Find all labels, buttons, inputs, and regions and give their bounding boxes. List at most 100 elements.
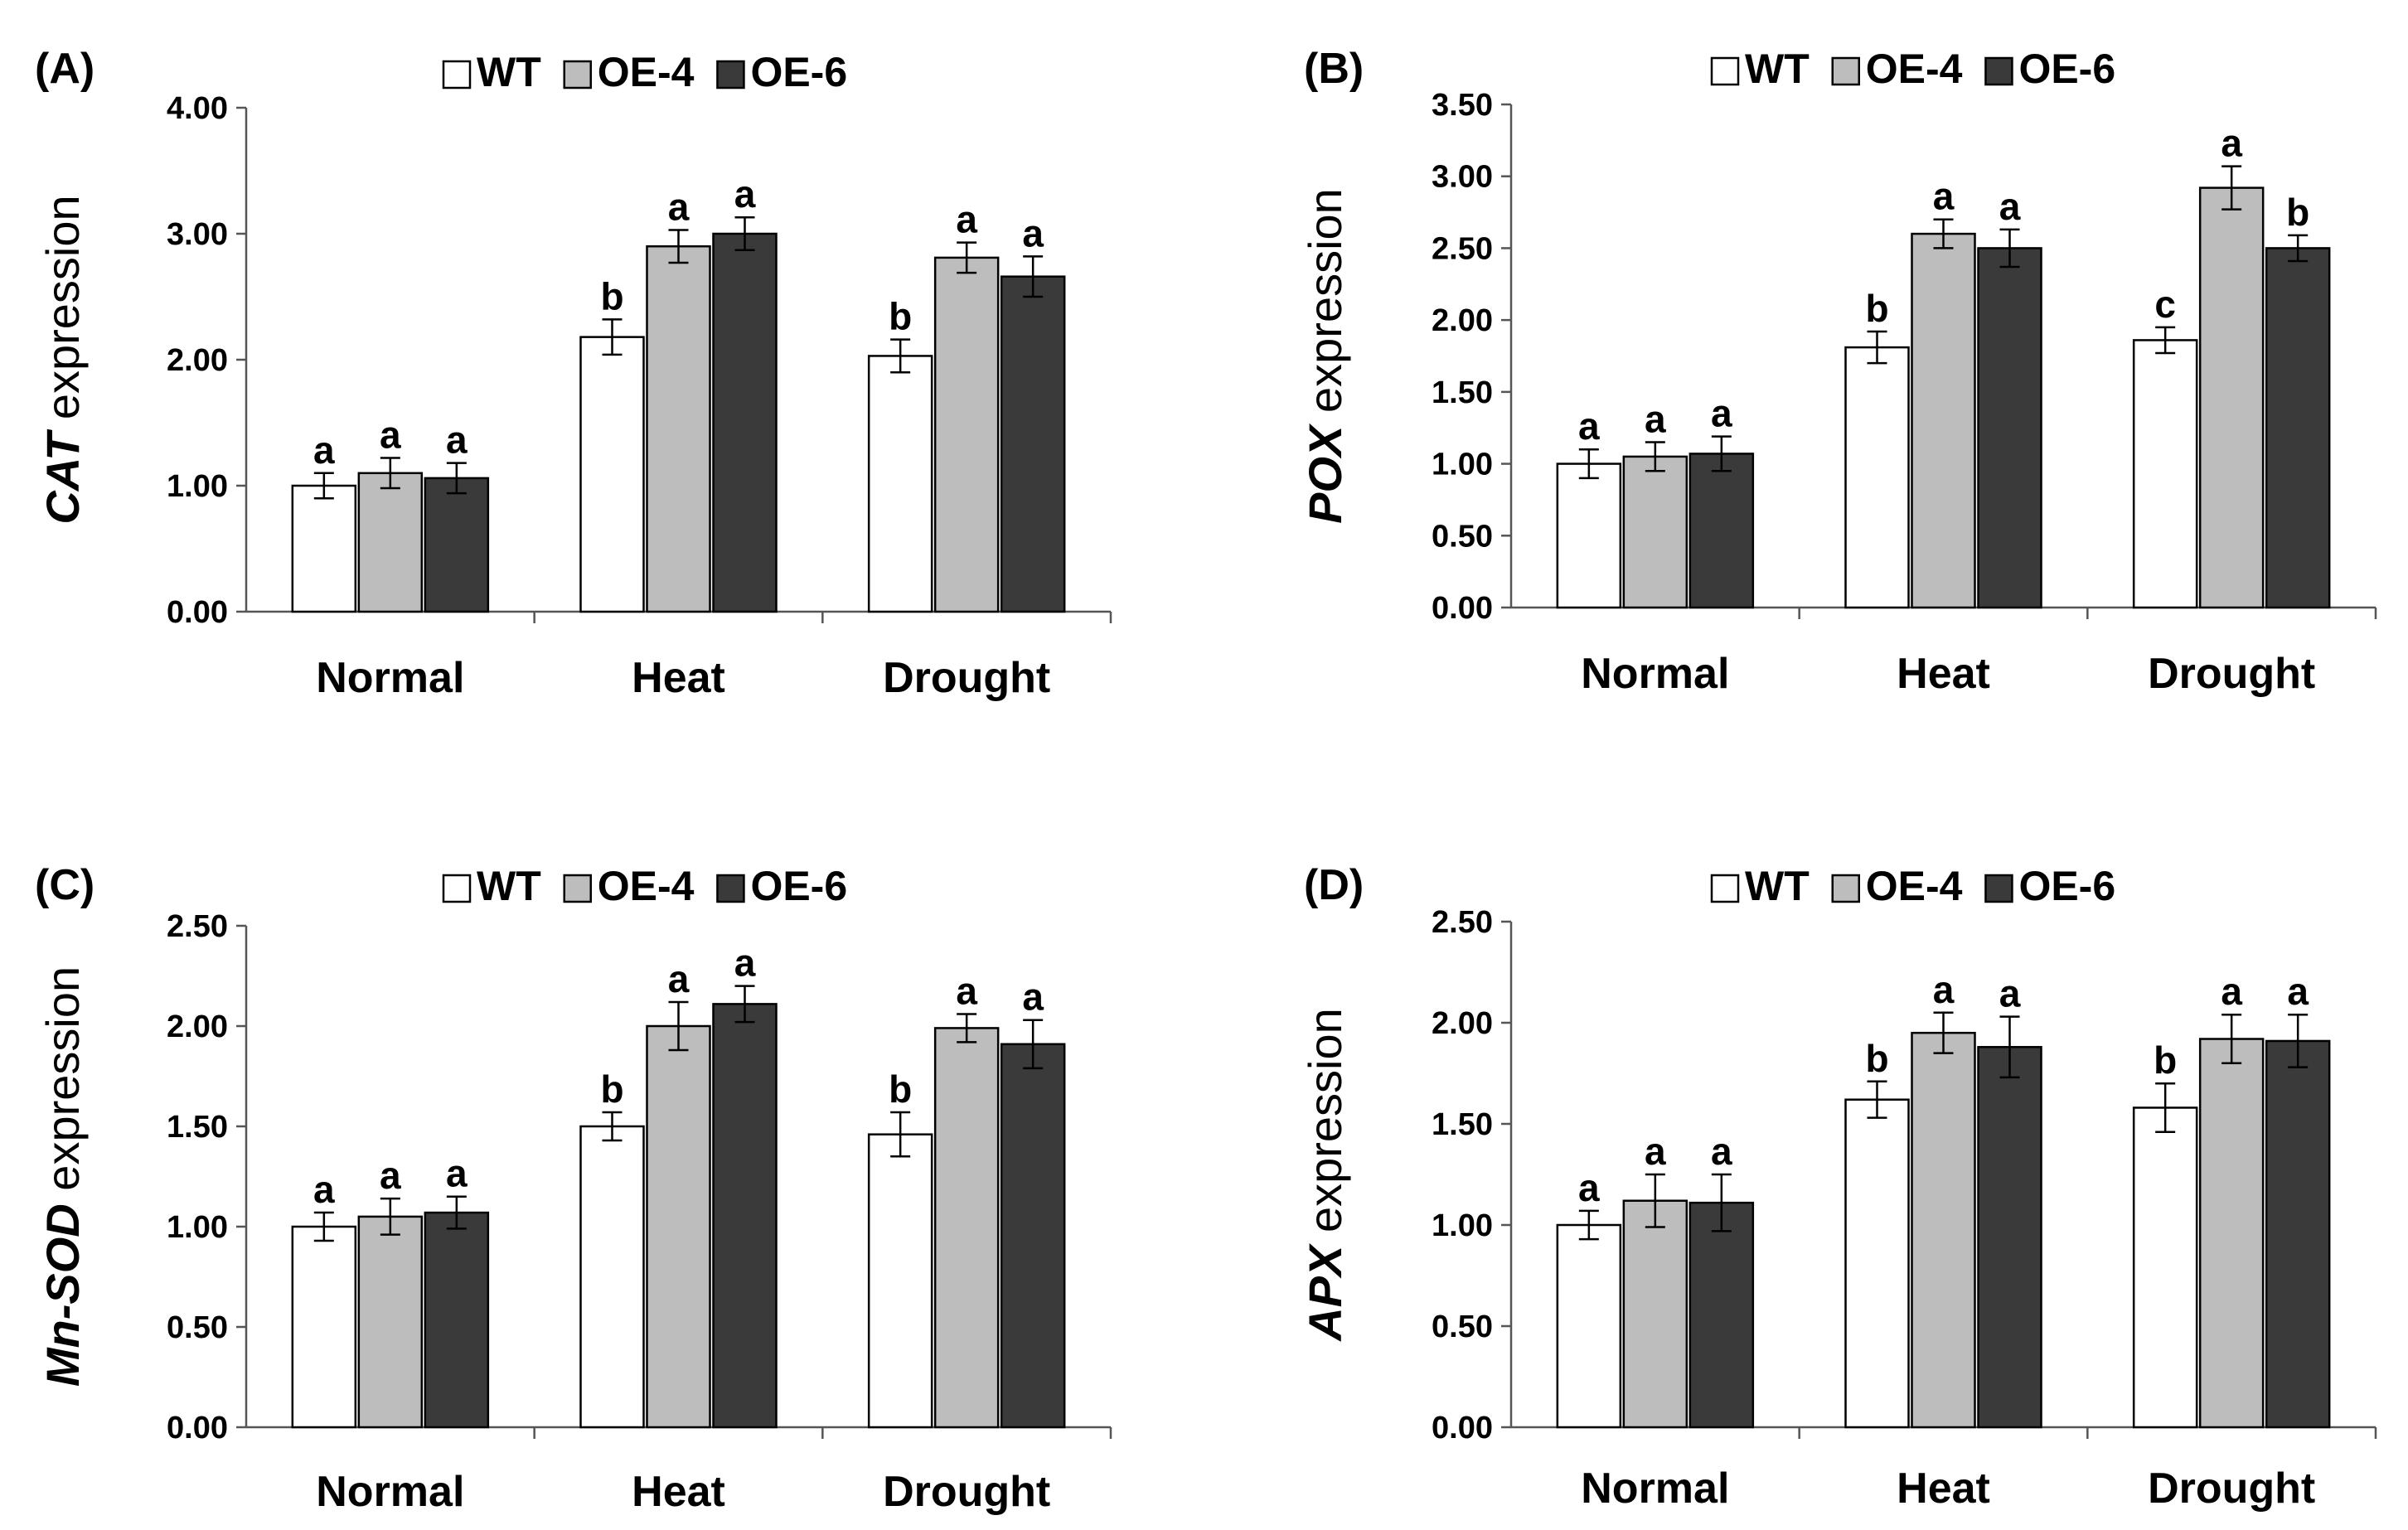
bar-oe-6-heat [712,232,778,613]
y-tick-label: 1.00 [1432,1208,1493,1243]
legend-label: OE-4 [1866,46,1963,92]
legend-swatch-wt [1710,874,1740,903]
bar-wt-normal [291,484,357,613]
bar-oe-4-heat [646,245,711,613]
significance-letter: a [2287,970,2309,1013]
significance-letter: a [446,1152,468,1195]
y-tick-label: 0.00 [167,595,228,630]
significance-letter: b [600,274,623,317]
significance-letter: b [889,295,912,338]
significance-letter: b [2286,191,2309,234]
x-category-label: Heat [1897,650,1990,698]
bar-oe-6-heat [712,1003,778,1429]
significance-letter: b [1865,1037,1888,1080]
significance-letter: b [600,1068,623,1111]
x-category-label: Heat [632,654,725,702]
significance-letter: a [1578,1166,1600,1209]
y-tick-label: 0.50 [167,1310,228,1345]
significance-letter: a [1645,398,1666,441]
legend-label: WT [477,49,541,95]
legend-swatch-wt [1710,56,1740,86]
legend-label: OE-6 [2018,863,2115,909]
y-tick-label: 2.00 [1432,303,1493,338]
legend-label: OE-4 [598,49,695,95]
significance-letter: a [734,942,756,985]
x-category-label: Drought [2148,1465,2315,1513]
significance-letter: a [956,969,977,1012]
legend-label: OE-4 [598,863,695,909]
x-category-label: Drought [883,1468,1050,1516]
y-axis-label-gene: POX [1299,423,1351,524]
significance-letter: a [1711,1130,1732,1173]
y-tick-label: 1.50 [167,1110,228,1145]
y-tick-label: 1.50 [1432,1107,1493,1142]
x-category-label: Normal [316,1468,464,1516]
bar-wt-drought [867,1133,933,1429]
y-tick-label: 2.50 [1432,231,1493,266]
x-category-label: Drought [883,654,1050,702]
y-axis-label: CAT expression [36,195,89,524]
legend-swatch-wt [442,60,472,90]
x-category-label: Normal [316,654,464,702]
bar-oe-6-normal [424,477,490,613]
significance-letter: a [1933,175,1955,218]
bar-oe-6-drought [1000,1043,1066,1429]
bar-wt-drought [2132,1106,2198,1429]
bar-oe-4-drought [2198,1038,2265,1429]
y-tick-label: 0.00 [167,1411,228,1445]
y-tick-label: 3.50 [1432,88,1493,123]
bar-wt-heat [1844,1098,1910,1429]
bar-oe-4-heat [646,1024,711,1429]
y-tick-label: 0.50 [1432,1310,1493,1344]
bar-wt-normal [1556,462,1622,609]
x-category-label: Normal [1581,1465,1729,1513]
significance-letter: a [1022,211,1044,254]
bar-oe-6-normal [424,1211,490,1429]
legend-swatch-oe-4 [1831,874,1860,903]
bar-oe-6-heat [1977,247,2042,609]
significance-letter: a [1999,185,2021,228]
chart-panel-c: (C) WT OE-4 OE-6 0.00 0.50 1.00 1.50 2.00 2.50 Mn-… [35,861,1112,1516]
y-axis-label-gene: Mn-SOD [36,1203,89,1387]
significance-letter: a [1933,968,1955,1011]
bar-wt-normal [291,1225,357,1429]
bar-oe-6-normal [1689,1201,1755,1429]
legend-label: WT [1745,46,1810,92]
y-axis-label-suffix: expression [1299,1008,1351,1245]
y-axis-label-gene: CAT [36,428,89,525]
legend-swatch-oe-4 [563,60,592,90]
significance-letter: a [734,172,756,215]
y-tick-label: 3.00 [1432,160,1493,195]
legend-swatch-oe-6 [716,874,745,903]
panel-label: (A) [35,45,94,93]
panel-label: (B) [1304,45,1364,93]
legend-label: WT [1745,863,1810,909]
legend-label: OE-4 [1866,863,1963,909]
y-axis-label: Mn-SOD expression [36,966,89,1387]
significance-letter: a [380,1154,401,1197]
significance-letter: a [1645,1130,1666,1173]
bar-oe-6-drought [1000,275,1066,613]
legend-swatch-oe-6 [1984,56,2013,86]
significance-letter: a [313,1168,335,1211]
significance-letter: a [1999,972,2021,1015]
legend-label: OE-6 [750,49,847,95]
significance-letter: a [1022,976,1044,1019]
significance-letter: c [2154,283,2176,326]
significance-letter: a [2221,122,2242,165]
bar-oe-4-heat [1911,232,1976,609]
significance-letter: a [668,957,690,1000]
significance-letter: a [380,414,401,457]
legend-swatch-wt [442,874,472,903]
legend-swatch-oe-6 [716,60,745,90]
legend-swatch-oe-4 [563,874,592,903]
bar-oe-6-drought [2265,247,2331,609]
y-tick-label: 2.00 [167,343,228,378]
significance-letter: a [313,428,335,472]
bar-oe-4-normal [357,472,424,613]
y-tick-label: 0.50 [1432,519,1493,554]
y-tick-label: 2.00 [1432,1006,1493,1041]
significance-letter: a [668,185,690,228]
y-axis-label-suffix: expression [36,966,89,1203]
